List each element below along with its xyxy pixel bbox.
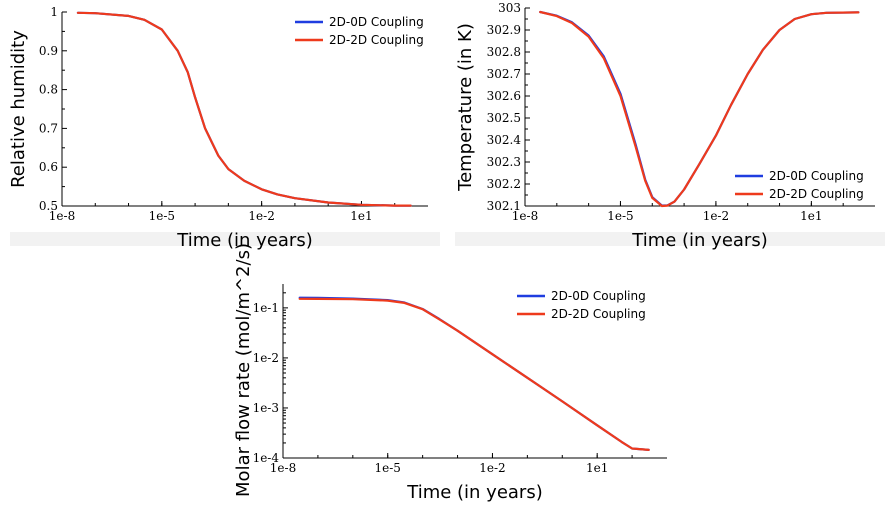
relative-humidity-plot: 1e-8 1e-5 1e-2 1e1 0.5 0.6 0.7 0.8 0.9 1 Time (in … bbox=[8, 5, 440, 251]
y-axis-title: Temperature (in K) bbox=[455, 23, 476, 192]
x-tick-label: 1e-2 bbox=[479, 461, 505, 475]
y-tick-label: 1e-3 bbox=[253, 401, 279, 415]
y-tick-label: 302.8 bbox=[487, 45, 521, 59]
series-line-2d-2d bbox=[298, 297, 650, 451]
y-tick-label: 1e-1 bbox=[253, 301, 279, 315]
molar-flow-rate-chart: 1e-8 1e-5 1e-2 1e1 1e-4 1e-3 1e-2 1e-1 Time (in … bbox=[225, 243, 685, 507]
y-tick-label: 0.5 bbox=[39, 199, 58, 213]
x-tick-label: 1e-8 bbox=[512, 209, 538, 223]
legend-label: 2D-0D Coupling bbox=[769, 169, 864, 183]
x-tick-label: 1e-2 bbox=[248, 209, 274, 223]
y-tick-label: 1e-4 bbox=[253, 451, 280, 465]
y-tick-label: 1e-2 bbox=[253, 351, 279, 365]
x-tick-label: 1e-5 bbox=[375, 461, 401, 475]
y-tick-label: 0.6 bbox=[39, 160, 58, 174]
x-tick-label: 1e1 bbox=[800, 209, 822, 223]
relative-humidity-chart: 1e-8 1e-5 1e-2 1e1 0.5 0.6 0.7 0.8 0.9 1 Time (in … bbox=[0, 0, 440, 251]
y-tick-label: 302.3 bbox=[487, 155, 521, 169]
x-axis-title: Time (in years) bbox=[176, 230, 312, 251]
molar-flow-rate-plot: 1e-8 1e-5 1e-2 1e1 1e-4 1e-3 1e-2 1e-1 Time (in … bbox=[233, 243, 667, 503]
y-tick-label: 0.9 bbox=[39, 44, 58, 58]
legend-label: 2D-0D Coupling bbox=[329, 15, 424, 29]
x-axis-title: Time (in years) bbox=[406, 482, 542, 503]
y-tick-label: 303 bbox=[498, 1, 521, 15]
y-tick-label: 0.8 bbox=[39, 83, 58, 97]
y-tick-label: 0.7 bbox=[39, 121, 58, 135]
panel-shadow bbox=[455, 232, 885, 246]
legend-label: 2D-2D Coupling bbox=[329, 33, 424, 47]
x-tick-label: 1e-8 bbox=[270, 461, 296, 475]
x-tick-label: 1e-8 bbox=[49, 209, 75, 223]
x-tick-label: 1e-5 bbox=[607, 209, 633, 223]
y-tick-label: 302.9 bbox=[487, 23, 521, 37]
legend-label: 2D-2D Coupling bbox=[551, 307, 646, 321]
y-tick-label: 1 bbox=[50, 5, 58, 19]
x-axis-title: Time (in years) bbox=[631, 230, 767, 251]
y-tick-label: 302.6 bbox=[487, 89, 521, 103]
y-tick-label: 302.4 bbox=[487, 133, 522, 147]
panel-shadow bbox=[10, 232, 440, 246]
series-line-2d-2d bbox=[539, 10, 860, 208]
y-tick-label: 302.1 bbox=[487, 199, 521, 213]
x-tick-label: 1e1 bbox=[350, 209, 372, 223]
temperature-chart: 1e-8 1e-5 1e-2 1e1 302.1 302.2 302.3 302.4 302.5… bbox=[445, 0, 885, 251]
x-tick-label: 1e-5 bbox=[149, 209, 175, 223]
legend-label: 2D-0D Coupling bbox=[551, 289, 646, 303]
y-axis-title: Molar flow rate (mol/m^2/s) bbox=[233, 243, 254, 497]
y-axis-title: Relative humidity bbox=[8, 30, 29, 188]
y-tick-label: 302.2 bbox=[487, 177, 521, 191]
y-tick-label: 302.5 bbox=[487, 111, 521, 125]
x-tick-label: 1e-2 bbox=[703, 209, 729, 223]
legend-label: 2D-2D Coupling bbox=[769, 187, 864, 201]
temperature-plot: 1e-8 1e-5 1e-2 1e1 302.1 302.2 302.3 302.4 302.5… bbox=[455, 1, 885, 251]
y-tick-label: 302.7 bbox=[487, 67, 521, 81]
series-line-2d-2d bbox=[76, 11, 412, 207]
x-tick-label: 1e1 bbox=[586, 461, 608, 475]
